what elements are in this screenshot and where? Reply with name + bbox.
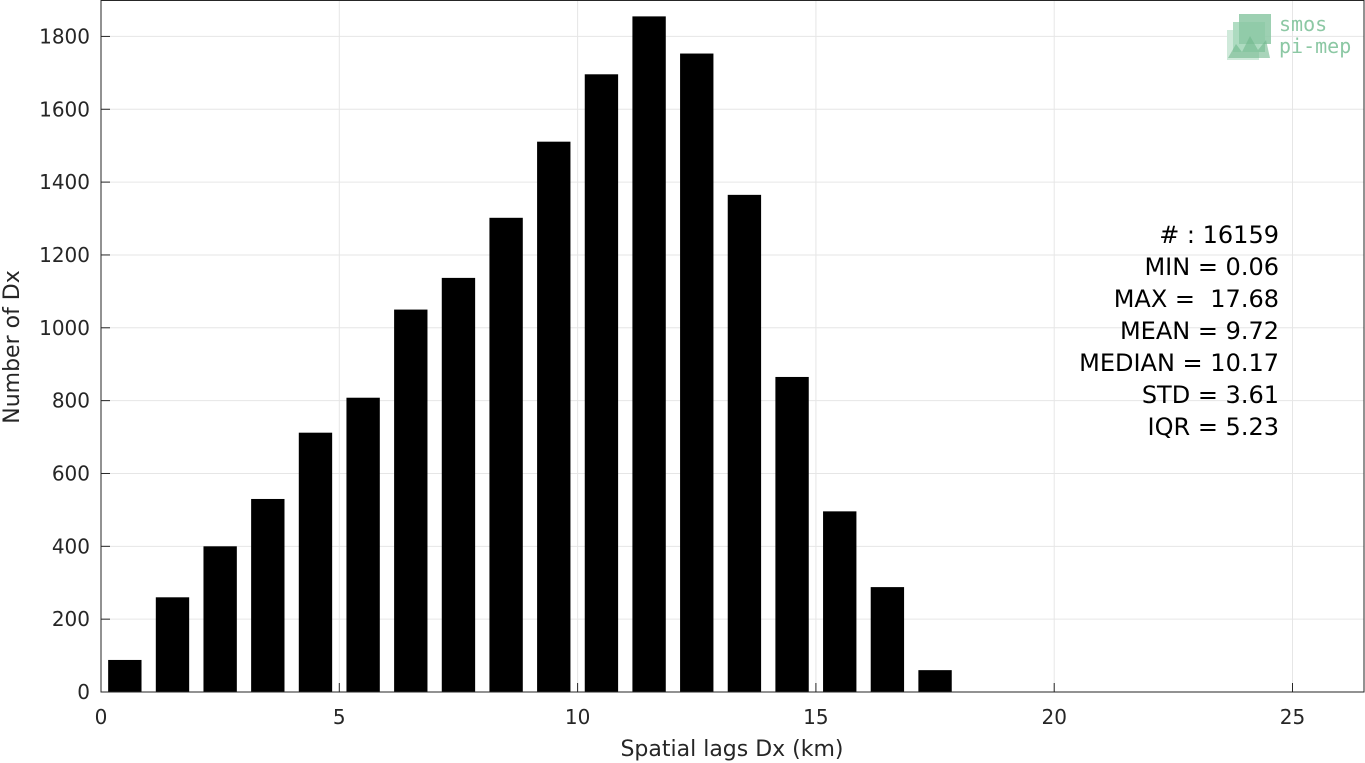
y-tick-label: 1400 [39, 170, 90, 194]
plot-frame [100, 0, 1365, 693]
histogram-bar [537, 141, 571, 692]
logo-text-line1: smos [1279, 12, 1327, 36]
histogram-bar [775, 376, 809, 692]
y-tick-label: 1200 [39, 243, 90, 267]
y-tick-label: 1800 [39, 24, 90, 48]
histogram-bar [489, 217, 523, 692]
smos-pi-mep-logo: smos pi-mep [1227, 12, 1351, 60]
histogram-bar [584, 74, 619, 692]
logo-mark-icon [1227, 14, 1271, 60]
y-tick-label: 1000 [39, 316, 90, 340]
histogram-bar [298, 432, 333, 692]
stat-line: # : 16159 [1159, 221, 1279, 249]
x-tick-label: 20 [1041, 705, 1066, 729]
histogram-bar [155, 597, 190, 692]
statistics-box: # : 16159 MIN = 0.06 MAX = 17.68 MEAN = 9.7… [1079, 221, 1279, 441]
bars [108, 16, 952, 693]
stat-line: MEDIAN = 10.17 [1079, 349, 1279, 377]
y-tick-label: 1600 [39, 97, 90, 121]
x-tick-label: 0 [95, 705, 108, 729]
histogram-bar [680, 53, 714, 693]
histogram-bar [918, 670, 952, 692]
y-axis-title: Number of Dx [0, 270, 25, 424]
stat-line: MIN = 0.06 [1144, 253, 1279, 281]
y-tick-label: 200 [52, 607, 90, 631]
y-tick-label: 600 [52, 461, 90, 485]
histogram-bar [394, 309, 428, 692]
axes [100, 0, 1365, 693]
histogram-bar [870, 587, 905, 692]
x-tick-label: 15 [803, 705, 828, 729]
histogram-bar [346, 397, 380, 692]
stat-line: IQR = 5.23 [1148, 413, 1279, 441]
y-tick-label: 800 [52, 389, 90, 413]
histogram-bar [203, 546, 237, 692]
y-tick-label: 0 [77, 680, 90, 704]
stat-line: MEAN = 9.72 [1120, 317, 1279, 345]
tick-labels: 0 5 10 15 20 25 0 200 400 600 800 1000 1200 1400 1600 1… [39, 24, 1305, 729]
histogram-bar [632, 16, 666, 693]
histogram-bar [108, 659, 142, 692]
x-tick-label: 25 [1280, 705, 1305, 729]
histogram-bar [251, 498, 285, 692]
stat-line: STD = 3.61 [1142, 381, 1279, 409]
y-tick-label: 400 [52, 534, 90, 558]
x-tick-label: 10 [565, 705, 590, 729]
x-tick-label: 5 [333, 705, 346, 729]
x-axis-title: Spatial lags Dx (km) [620, 737, 843, 762]
logo-text-line2: pi-mep [1279, 34, 1351, 58]
histogram-bar [727, 194, 762, 692]
histogram-bar [441, 277, 476, 692]
stat-line: MAX = 17.68 [1114, 285, 1279, 313]
histogram-bar [823, 511, 857, 692]
